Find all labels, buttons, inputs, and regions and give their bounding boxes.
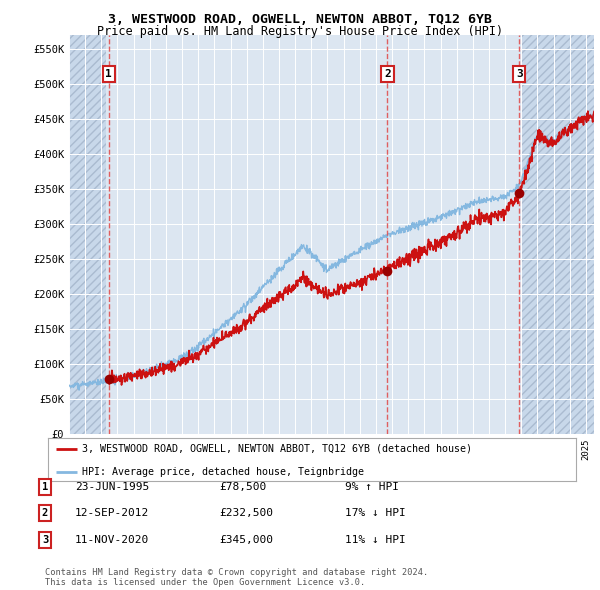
Text: 3, WESTWOOD ROAD, OGWELL, NEWTON ABBOT, TQ12 6YB (detached house): 3, WESTWOOD ROAD, OGWELL, NEWTON ABBOT, … (82, 444, 472, 454)
Text: 1: 1 (106, 69, 112, 79)
Text: £345,000: £345,000 (219, 535, 273, 545)
Text: 9% ↑ HPI: 9% ↑ HPI (345, 482, 399, 491)
Text: 2: 2 (42, 509, 48, 518)
Text: 12-SEP-2012: 12-SEP-2012 (75, 509, 149, 518)
Text: Price paid vs. HM Land Registry's House Price Index (HPI): Price paid vs. HM Land Registry's House … (97, 25, 503, 38)
Bar (69, 35, 106, 434)
Text: 11% ↓ HPI: 11% ↓ HPI (345, 535, 406, 545)
Text: 23-JUN-1995: 23-JUN-1995 (75, 482, 149, 491)
Text: Contains HM Land Registry data © Crown copyright and database right 2024.
This d: Contains HM Land Registry data © Crown c… (45, 568, 428, 587)
Text: 17% ↓ HPI: 17% ↓ HPI (345, 509, 406, 518)
Text: £232,500: £232,500 (219, 509, 273, 518)
Text: 2: 2 (384, 69, 391, 79)
Text: 3: 3 (42, 535, 48, 545)
Text: 11-NOV-2020: 11-NOV-2020 (75, 535, 149, 545)
Text: 3: 3 (516, 69, 523, 79)
Text: 1: 1 (42, 482, 48, 491)
Text: £78,500: £78,500 (219, 482, 266, 491)
Text: 3, WESTWOOD ROAD, OGWELL, NEWTON ABBOT, TQ12 6YB: 3, WESTWOOD ROAD, OGWELL, NEWTON ABBOT, … (108, 13, 492, 26)
Text: HPI: Average price, detached house, Teignbridge: HPI: Average price, detached house, Teig… (82, 467, 364, 477)
Bar (521, 35, 594, 434)
